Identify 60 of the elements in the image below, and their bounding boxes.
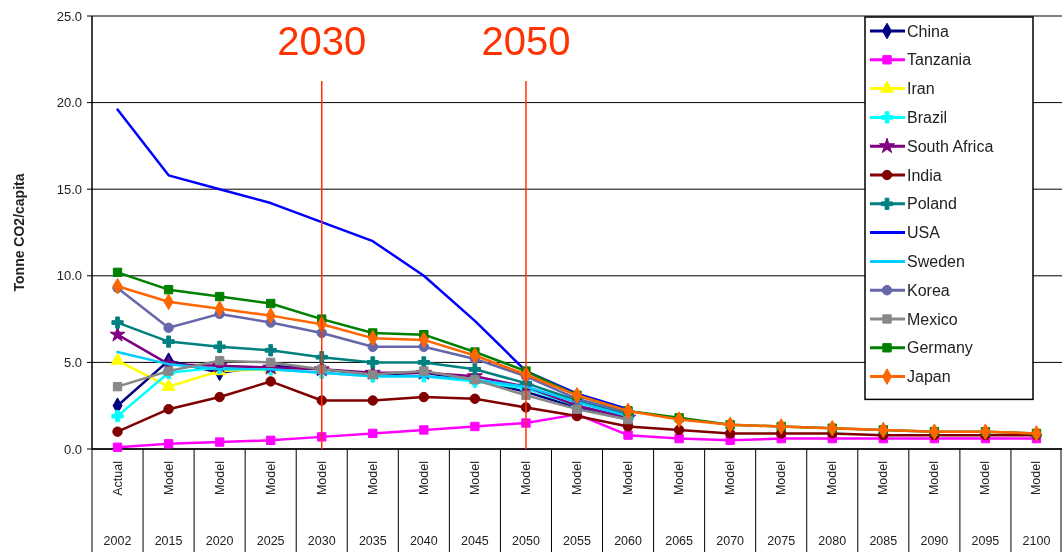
text: Model <box>212 461 227 496</box>
x-tick-label: 2080 <box>818 534 847 548</box>
x-tick-label: 2015 <box>154 534 183 548</box>
x-tick-label: 2020 <box>205 534 234 548</box>
text: Actual <box>110 461 125 496</box>
y-tick-label: 5.0 <box>63 354 82 370</box>
y-tick-label: 10.0 <box>56 268 82 284</box>
x-tick-label: 2025 <box>256 534 285 548</box>
legend-label: Mexico <box>907 310 958 328</box>
legend-label: South Africa <box>907 137 994 155</box>
ref-line-label: 2050 <box>481 19 571 63</box>
text: Model <box>723 461 738 496</box>
legend-label: Japan <box>907 368 951 386</box>
text: Model <box>621 461 636 496</box>
x-tick-label: 2065 <box>665 534 694 548</box>
x-tick-label: 2100 <box>1022 534 1051 548</box>
x-tick-label: 2050 <box>512 534 540 548</box>
y-tick-label: 25.0 <box>56 8 82 24</box>
text: Model <box>774 461 789 496</box>
x-tick-label: 2055 <box>563 534 591 548</box>
x-tick-label: 2060 <box>614 534 642 548</box>
text: Model <box>1029 461 1044 496</box>
x-tick-label: 2002 <box>103 534 132 548</box>
text: Model <box>263 461 278 496</box>
text: Model <box>672 461 687 496</box>
x-tick-label: 2030 <box>307 534 336 548</box>
text: Model <box>416 461 431 496</box>
legend-label: China <box>907 22 949 40</box>
legend-label: Brazil <box>907 109 948 126</box>
text: Model <box>467 461 482 496</box>
x-tick-label: 2075 <box>767 534 796 548</box>
text: Model <box>570 461 584 496</box>
x-tick-label: 2070 <box>716 534 745 548</box>
x-tick-label: 2040 <box>409 534 438 548</box>
text: Model <box>365 461 380 496</box>
text: Model <box>825 461 840 496</box>
y-axis-title: Tonne CO2/capita <box>11 173 27 292</box>
legend-label: Tanzania <box>907 51 972 69</box>
legend-label: USA <box>907 224 941 242</box>
legend-label: Korea <box>907 281 950 299</box>
ref-line-label: 2030 <box>277 19 367 63</box>
x-tick-label: 2090 <box>920 534 949 548</box>
legend-label: Poland <box>907 195 957 213</box>
x-tick-label: 2085 <box>869 534 898 548</box>
text: Model <box>978 461 993 496</box>
legend-label: India <box>907 166 942 184</box>
text: Model <box>518 461 533 496</box>
x-tick-label: 2095 <box>971 534 1000 548</box>
text: Model <box>876 461 891 496</box>
y-tick-label: 15.0 <box>56 181 82 197</box>
legend-label: Iran <box>907 80 935 98</box>
text: Model <box>161 461 176 496</box>
x-tick-label: 2035 <box>358 534 387 548</box>
text: Model <box>314 461 329 496</box>
y-tick-label: 20.0 <box>56 95 82 111</box>
text: Model <box>927 461 942 496</box>
x-tick-label: 2045 <box>460 534 489 548</box>
legend-label: Sweden <box>907 253 965 270</box>
y-tick-label: 0.0 <box>63 441 82 457</box>
legend-label: Germany <box>907 339 973 357</box>
